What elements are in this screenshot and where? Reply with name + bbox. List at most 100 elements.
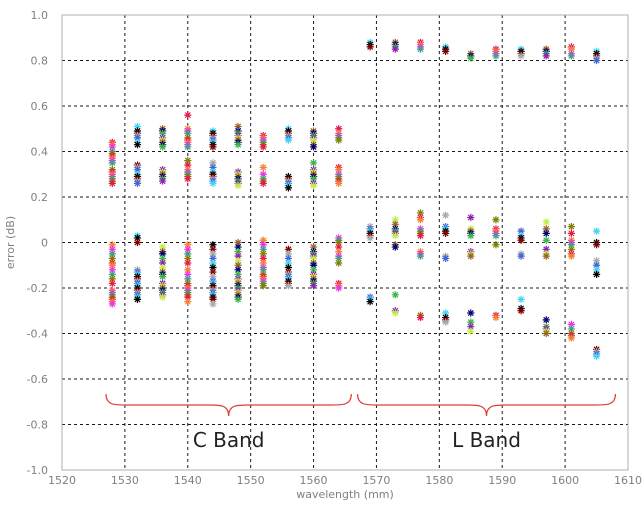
data-point — [108, 300, 116, 308]
data-point — [159, 243, 167, 251]
y-tick-label: -0.8 — [27, 419, 48, 432]
data-point — [592, 241, 601, 249]
y-tick-label: 0.8 — [31, 55, 49, 68]
x-tick-label: 1580 — [425, 474, 453, 487]
data-point — [209, 273, 217, 281]
data-point — [133, 238, 142, 247]
data-point — [259, 245, 267, 253]
data-point — [184, 298, 192, 306]
y-tick-label: 0.2 — [31, 191, 49, 204]
data-point — [366, 298, 374, 306]
data-point — [133, 122, 142, 131]
data-point — [234, 261, 242, 269]
data-point — [517, 295, 525, 303]
data-point — [284, 136, 292, 144]
data-point — [108, 245, 116, 253]
data-point — [184, 270, 192, 278]
data-point — [309, 254, 318, 263]
data-point — [335, 179, 343, 187]
data-point — [234, 122, 242, 131]
data-point — [567, 325, 575, 333]
data-point — [309, 159, 318, 167]
data-point — [592, 257, 601, 265]
data-point — [209, 163, 217, 172]
data-point — [108, 250, 116, 258]
data-point — [442, 229, 450, 237]
data-point — [592, 270, 601, 278]
data-point — [133, 166, 142, 174]
data-point — [133, 295, 142, 303]
band-label: L Band — [452, 428, 521, 452]
band-label: C Band — [193, 428, 265, 452]
data-point — [592, 56, 601, 65]
data-point — [184, 275, 192, 283]
data-point — [209, 143, 217, 151]
data-point — [567, 222, 575, 231]
data-point — [309, 136, 318, 144]
data-point — [259, 163, 267, 172]
data-point — [159, 273, 167, 281]
data-point — [416, 45, 425, 53]
y-tick-label: 0 — [41, 237, 48, 250]
data-point — [517, 236, 525, 244]
data-point — [234, 182, 242, 190]
data-point — [159, 143, 167, 151]
y-tick-label: -0.6 — [27, 373, 48, 386]
data-point — [159, 263, 167, 272]
data-point — [133, 134, 142, 142]
y-tick-label: -0.4 — [27, 328, 48, 341]
data-point — [209, 179, 217, 187]
data-point — [108, 266, 116, 274]
band-annotations: C Band L Band — [105, 393, 617, 452]
data-point — [416, 209, 425, 217]
data-point — [259, 259, 267, 267]
data-point — [184, 143, 192, 151]
data-point — [133, 141, 142, 149]
data-point — [259, 241, 267, 249]
x-tick-label: 1600 — [551, 474, 579, 487]
data-point — [335, 243, 343, 251]
data-point — [234, 295, 242, 303]
data-point — [542, 218, 550, 226]
data-point — [259, 170, 267, 178]
data-point — [133, 234, 142, 242]
data-point — [209, 295, 217, 303]
data-point — [517, 252, 525, 260]
data-point — [159, 259, 167, 267]
data-point — [391, 291, 399, 299]
data-point — [184, 161, 192, 169]
x-tick-label: 1590 — [488, 474, 516, 487]
data-point — [159, 177, 167, 185]
data-point — [391, 232, 399, 240]
data-point — [517, 52, 525, 60]
data-point — [234, 252, 242, 260]
data-point — [391, 216, 399, 224]
data-point — [184, 245, 192, 253]
data-point — [184, 111, 192, 119]
y-tick-label: 0.4 — [31, 146, 49, 159]
data-point — [309, 143, 318, 151]
data-point — [108, 261, 116, 269]
data-point — [442, 309, 450, 317]
data-point — [335, 125, 343, 133]
data-point — [467, 232, 475, 240]
data-point — [416, 232, 425, 240]
data-point — [391, 220, 399, 228]
data-point — [567, 45, 575, 53]
data-point — [284, 245, 292, 253]
data-point — [209, 300, 217, 308]
x-tick-label: 1610 — [614, 474, 642, 487]
x-axis-ticks: 1520 1530 1540 1550 1560 1570 1580 1590 1600 1610 — [48, 474, 642, 487]
data-point — [284, 250, 292, 258]
data-point — [234, 248, 242, 256]
data-point — [567, 229, 575, 237]
data-point — [467, 54, 475, 62]
data-point — [542, 329, 550, 338]
data-point — [335, 166, 343, 174]
data-point — [492, 52, 500, 60]
data-point — [284, 259, 292, 267]
data-point — [108, 270, 116, 278]
data-point — [184, 266, 192, 274]
data-point — [335, 254, 343, 263]
data-point — [309, 175, 318, 183]
